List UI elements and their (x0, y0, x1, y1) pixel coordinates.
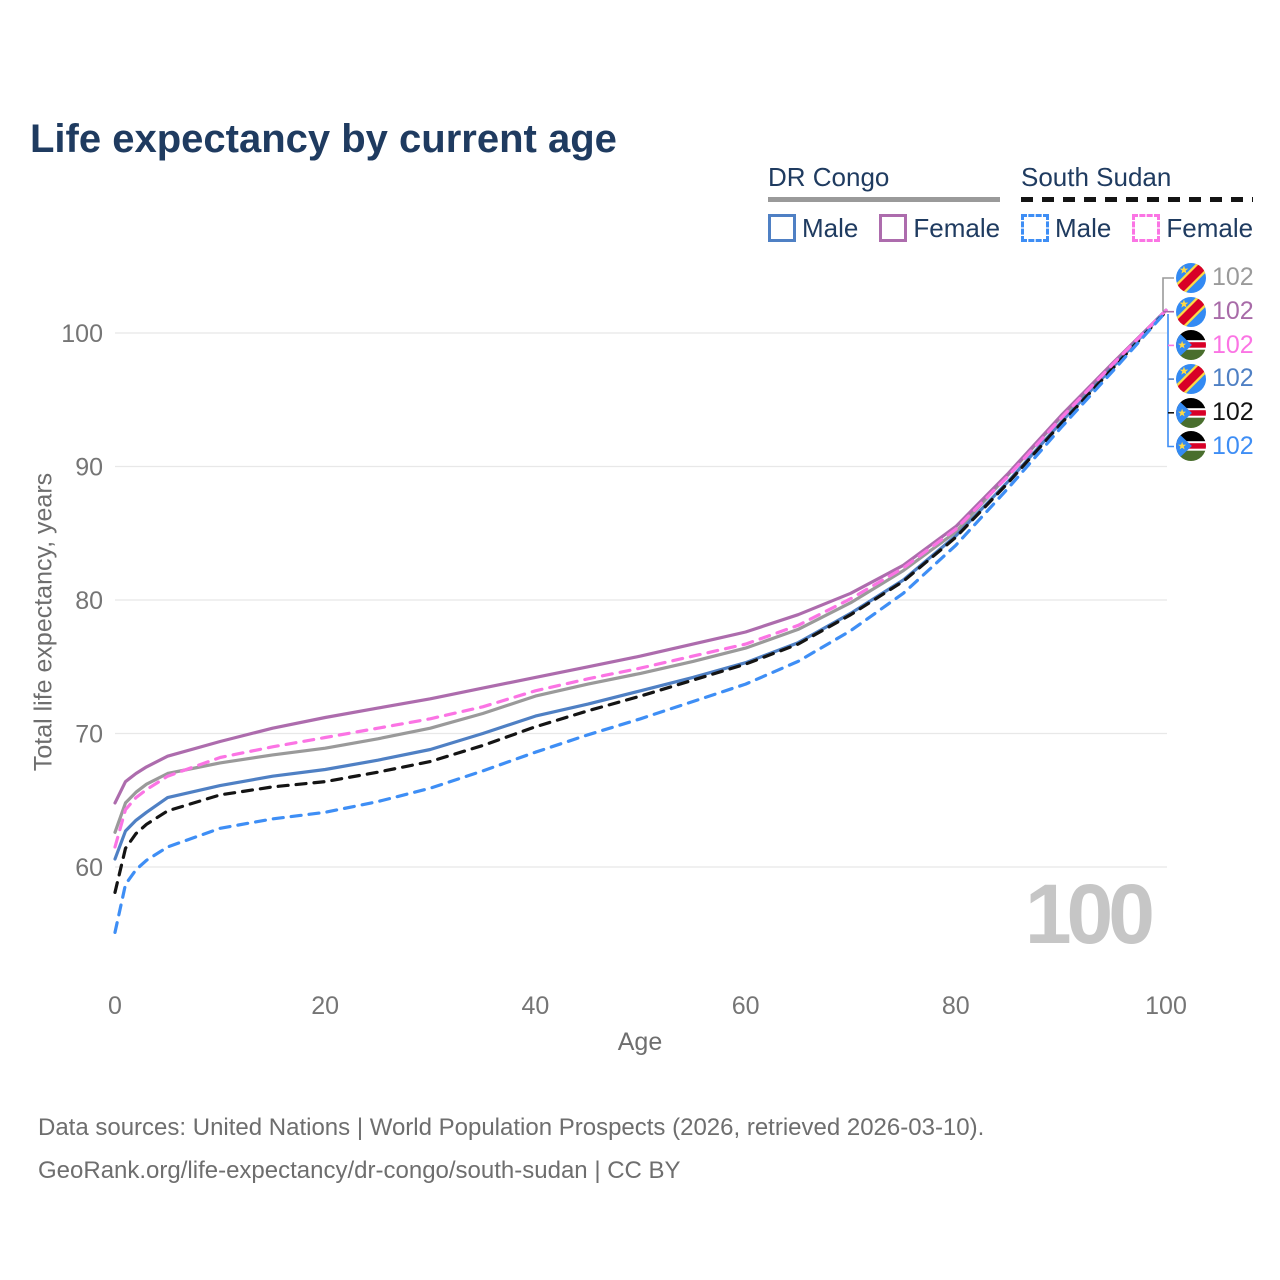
endpoint-label-row: 102 (1176, 328, 1254, 362)
endpoint-label-row: 102 (1176, 261, 1254, 295)
legend-item-south-sudan-male[interactable]: Male (1021, 213, 1111, 244)
y-tick-100: 100 (61, 320, 103, 348)
legend-swatch-dr-congo-female (879, 214, 908, 243)
y-tick-60: 60 (75, 854, 103, 882)
legend-label-south-sudan-female: Female (1166, 212, 1254, 243)
endpoint-label-row: 102 (1176, 429, 1254, 463)
flag-icon-drc (1176, 263, 1206, 293)
legend-label-dr-congo-female: Female (913, 212, 1001, 243)
legend-country-south-sudan: South Sudan (1021, 162, 1172, 192)
endpoint-value: 102 (1212, 297, 1254, 326)
flag-icon-ssd (1176, 398, 1206, 428)
legend-swatch-south-sudan-male (1021, 214, 1049, 243)
x-tick-0: 0 (108, 992, 122, 1020)
legend-label-south-sudan-male: Male (1055, 212, 1112, 243)
age-indicator: 100 (1024, 867, 1155, 961)
series-line-ssd-both[interactable] (113, 310, 1168, 895)
endpoint-value: 102 (1212, 263, 1254, 292)
series-line-drc-female[interactable] (113, 308, 1168, 805)
series-line-ssd-female[interactable] (113, 308, 1168, 849)
legend-underline-solid (768, 196, 1001, 202)
legend-country-dr-congo: DR Congo (768, 162, 890, 192)
x-tick-60: 60 (732, 992, 760, 1020)
endpoint-label-row: 102 (1176, 295, 1254, 329)
legend-group-dr-congo: DR Congo Male Female (768, 162, 1001, 244)
legend-swatch-dr-congo-male (768, 214, 796, 243)
series-line-ssd-male[interactable] (113, 310, 1168, 935)
legend-swatch-south-sudan-female (1132, 214, 1161, 243)
legend-item-dr-congo-male[interactable]: Male (768, 213, 858, 244)
x-tick-80: 80 (942, 992, 970, 1020)
endpoint-labels: 102 102 102 102 102 102 (1176, 261, 1254, 463)
x-tick-100: 100 (1145, 992, 1187, 1020)
series-line-drc-both[interactable] (113, 308, 1168, 834)
flag-icon-drc (1176, 297, 1206, 327)
y-tick-80: 80 (75, 587, 103, 615)
footer: Data sources: United Nations | World Pop… (38, 1106, 984, 1192)
footer-data-sources: Data sources: United Nations | World Pop… (38, 1114, 985, 1141)
x-axis-title: Age (617, 1028, 663, 1056)
flag-icon-ssd (1176, 330, 1206, 360)
endpoint-label-row: 102 (1176, 362, 1254, 396)
legend-item-dr-congo-female[interactable]: Female (879, 213, 1000, 244)
x-tick-40: 40 (521, 992, 549, 1020)
y-tick-70: 70 (75, 721, 103, 749)
connector-0 (1162, 277, 1174, 311)
footer-attribution: GeoRank.org/life-expectancy/dr-congo/sou… (38, 1157, 681, 1184)
endpoint-value: 102 (1212, 431, 1254, 460)
x-tick-20: 20 (311, 992, 339, 1020)
flag-icon-ssd (1176, 431, 1206, 461)
connector-5 (1167, 314, 1174, 448)
endpoint-value: 102 (1212, 398, 1254, 427)
endpoint-value: 102 (1212, 330, 1254, 359)
series-line-drc-male[interactable] (113, 308, 1168, 861)
endpoint-value: 102 (1212, 364, 1254, 393)
flag-icon-drc (1176, 364, 1206, 394)
page-title: Life expectancy by current age (30, 116, 617, 161)
endpoint-label-row: 102 (1176, 396, 1254, 430)
legend-group-south-sudan: South Sudan Male Female (1021, 162, 1254, 244)
legend-underline-dashed (1021, 196, 1254, 202)
legend-label-dr-congo-male: Male (802, 212, 859, 243)
y-tick-90: 90 (75, 454, 103, 482)
y-axis-title: Total life expectancy, years (29, 472, 58, 772)
legend-item-south-sudan-female[interactable]: Female (1132, 213, 1253, 244)
